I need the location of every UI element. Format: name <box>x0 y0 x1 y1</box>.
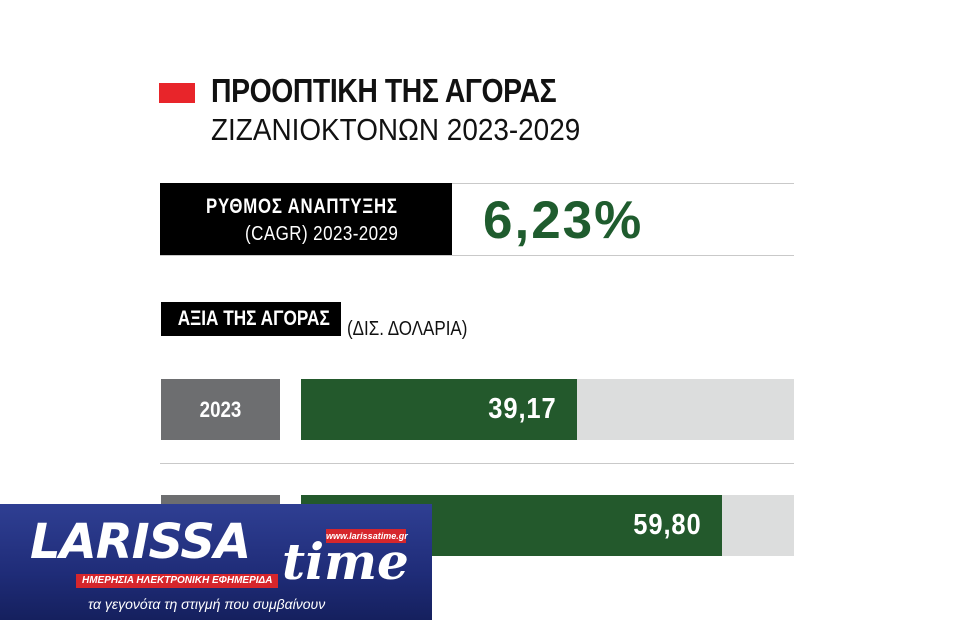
row-divider <box>160 463 794 464</box>
cagr-label-line2: (CAGR) 2023-2029 <box>244 223 398 245</box>
market-value-label-text: ΑΞΙΑ ΤΗΣ ΑΓΟΡΑΣ <box>177 307 330 330</box>
market-value-unit: (ΔΙΣ. ΔΟΛΑΡΙΑ) <box>347 318 468 340</box>
bar: 39,17 <box>301 379 577 440</box>
logo-url: www.larissatime.gr <box>326 529 408 543</box>
title-marker <box>159 83 195 103</box>
bar-value-label: 39,17 <box>488 393 557 425</box>
cagr-value: 6,23% <box>483 191 644 250</box>
year-label: 2023 <box>161 379 280 440</box>
logo-tagline: ΗΜΕΡΗΣΙΑ ΗΛΕΚΤΡΟΝΙΚΗ ΕΦΗΜΕΡΙΔΑ <box>76 574 279 588</box>
cagr-bottom-rule <box>160 255 794 256</box>
year-label-text: 2023 <box>199 397 242 422</box>
chart-title: ΠΡΟΟΠΤΙΚΗ ΤΗΣ ΑΓΟΡΑΣ <box>211 72 557 109</box>
cagr-label-line1: ΡΥΘΜΟΣ ΑΝΑΠΤΥΞΗΣ <box>206 195 398 218</box>
larissatime-logo: LARISSA time www.larissatime.gr ΗΜΕΡΗΣΙΑ… <box>0 504 432 620</box>
logo-wordmark: LARISSA <box>30 514 251 570</box>
logo-slogan: τα γεγονότα τη στιγμή που συμβαίνουν <box>88 596 326 612</box>
chart-subtitle: ΖΙΖΑΝΙΟΚΤΟΝΩΝ 2023-2029 <box>211 112 581 147</box>
market-value-label: ΑΞΙΑ ΤΗΣ ΑΓΟΡΑΣ <box>161 302 341 336</box>
cagr-label-box: ΡΥΘΜΟΣ ΑΝΑΠΤΥΞΗΣ (CAGR) 2023-2029 <box>160 183 452 255</box>
bar-value-label: 59,80 <box>633 509 702 541</box>
bar-track: 39,17 <box>301 379 794 440</box>
cagr-top-rule <box>160 183 794 184</box>
